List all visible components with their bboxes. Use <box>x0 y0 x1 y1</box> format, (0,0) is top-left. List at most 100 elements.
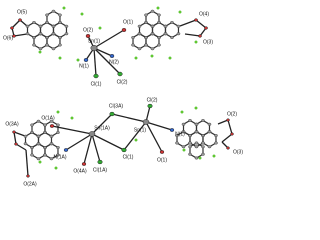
bond <box>25 149 29 177</box>
oxygen-atom <box>230 132 234 136</box>
ring <box>31 120 46 137</box>
hydrogen-atom <box>212 154 216 158</box>
carbon-atom <box>43 153 47 157</box>
carbon-atom <box>32 43 36 47</box>
carbon-atom <box>45 21 49 25</box>
atom-label: Sn(1A) <box>94 125 110 131</box>
atom-label: O(3) <box>203 39 213 45</box>
carbon-atom <box>157 21 161 25</box>
carbon-atom <box>175 133 179 137</box>
bond <box>179 19 197 27</box>
hydrogen-atom <box>62 6 66 10</box>
carbon-atom <box>64 24 69 28</box>
chlorine-atom <box>109 111 115 117</box>
tin-atom <box>90 45 98 51</box>
carbon-atom <box>36 119 41 123</box>
bond <box>111 113 147 123</box>
carbon-atom <box>51 9 56 13</box>
atom-label: Sn(1) <box>134 127 147 133</box>
bond <box>93 47 97 77</box>
ring <box>202 131 217 148</box>
carbon-atom <box>170 36 174 40</box>
structure-figure: O(5) O(6) O(2) Sn(1) N(1) N(2) O(1) O(4) O(3) Cl(… <box>3 6 243 187</box>
carbon-atom <box>137 24 142 28</box>
carbon-atom <box>181 145 186 149</box>
hydrogen-atom <box>38 160 42 164</box>
atom-label: Cl(1) <box>91 81 102 87</box>
nitrogen-atom <box>169 128 175 132</box>
carbon-atom <box>56 130 60 134</box>
carbon-atom <box>163 32 168 36</box>
oxygen-atom <box>194 18 198 22</box>
bond <box>91 133 101 163</box>
bond <box>91 133 125 151</box>
carbon-atom <box>176 32 181 36</box>
carbon-atom <box>214 141 218 145</box>
carbon-atom <box>188 133 192 137</box>
bond <box>227 119 233 135</box>
carbon-atom <box>43 130 47 134</box>
carbon-atom <box>30 153 34 157</box>
carbon-atom <box>49 134 54 138</box>
nitrogen-atom <box>63 148 69 152</box>
carbon-atom <box>64 32 69 36</box>
hydrogen-atom <box>198 156 202 160</box>
chlorine-atom <box>117 71 123 77</box>
oxygen-atom <box>14 142 18 146</box>
carbon-atom <box>38 47 43 51</box>
carbon-atom <box>157 36 161 40</box>
carbon-atom <box>150 24 155 28</box>
carbon-atom <box>201 145 205 149</box>
bond <box>91 113 113 135</box>
hydrogen-atom <box>98 26 102 30</box>
atom-label: Cl(2) <box>147 97 158 103</box>
ring <box>145 10 160 27</box>
carbon-atom <box>201 141 205 145</box>
ring <box>44 120 59 137</box>
carbon-atom <box>51 32 56 36</box>
oxygen-atom <box>198 34 202 38</box>
atom-label: O(1A) <box>41 115 55 121</box>
atom-label: Sn(1) <box>88 38 101 44</box>
hydrogen-atom <box>56 110 60 114</box>
carbon-atom <box>45 43 49 47</box>
carbon-atom <box>188 152 192 156</box>
chlorine-atom <box>147 103 153 109</box>
atom-label: O(4) <box>199 11 209 17</box>
carbon-atom <box>56 153 60 157</box>
carbon-atom <box>38 24 43 28</box>
bond <box>217 119 229 125</box>
ring <box>31 143 46 160</box>
bond <box>221 133 233 143</box>
ring <box>33 33 48 50</box>
ring <box>52 21 68 39</box>
carbon-atom <box>194 145 199 149</box>
oxygen-atom <box>226 118 230 122</box>
hydrogen-atom <box>168 56 172 60</box>
carbon-atom <box>207 122 212 126</box>
bond <box>145 121 163 153</box>
carbon-atom <box>49 157 54 161</box>
bond <box>93 47 121 75</box>
bond <box>65 133 93 151</box>
carbon-atom <box>201 152 205 156</box>
tin-atom <box>88 131 96 137</box>
ring <box>164 21 180 39</box>
carbon-atom <box>58 36 62 40</box>
carbon-atom <box>176 24 181 28</box>
carbon-atom <box>30 123 34 127</box>
carbon-atom <box>144 13 148 17</box>
carbon-atom <box>137 47 142 51</box>
carbon-atom <box>45 36 49 40</box>
labels: O(5) O(6) O(2) Sn(1) N(1) N(2) O(1) O(4) O(3) Cl(… <box>3 9 243 187</box>
carbon-atom <box>214 133 218 137</box>
oxygen-atom <box>26 174 30 178</box>
hydrogen-atom <box>70 116 74 120</box>
nitrogen-atom <box>109 54 115 58</box>
carbon-atom <box>23 142 28 146</box>
carbon-atom <box>144 36 148 40</box>
atom-label: O(1) <box>157 157 167 163</box>
carbon-atom <box>58 21 62 25</box>
hydrogen-atom <box>76 58 80 62</box>
bond <box>11 19 21 29</box>
